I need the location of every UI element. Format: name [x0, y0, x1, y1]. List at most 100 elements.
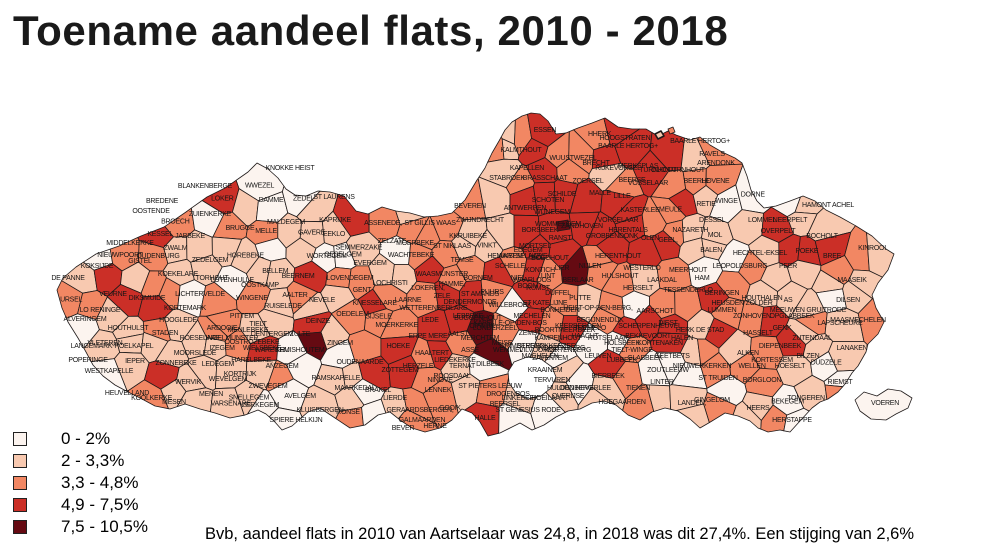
svg-text:ZOTTEGEM: ZOTTEGEM	[382, 367, 419, 374]
svg-text:LANDEN,: LANDEN,	[678, 400, 707, 407]
svg-text:BEERNEM: BEERNEM	[282, 273, 315, 280]
svg-text:ST PIETERS LEEUW: ST PIETERS LEEUW	[458, 383, 522, 390]
svg-text:LOVENDEGEM: LOVENDEGEM	[327, 275, 374, 282]
svg-text:ROOSDAAL: ROOSDAAL	[434, 373, 471, 380]
svg-text:VLETEREN: VLETEREN	[88, 340, 123, 347]
svg-text:KOKSIJDE: KOKSIJDE	[81, 263, 114, 270]
svg-text:KORTENBERG: KORTENBERG	[545, 347, 591, 354]
svg-text:TREMELO: TREMELO	[574, 325, 607, 332]
svg-text:BROECH: BROECH	[161, 219, 190, 226]
svg-text:MIDDELKERKE: MIDDELKERKE	[106, 240, 154, 247]
svg-text:NIJLEN: NIJLEN	[579, 263, 602, 270]
svg-text:PUTTE: PUTTE	[569, 295, 591, 302]
svg-text:ROTSELAAR: ROTSELAAR	[588, 335, 628, 342]
svg-text:KORTENBERG: KORTENBERG	[539, 345, 585, 352]
svg-text:GERAARDSBERGEN,: GERAARDSBERGEN,	[386, 407, 453, 414]
svg-text:LANAKEN: LANAKEN	[837, 345, 868, 352]
svg-text:BEGIJNENDIJK: BEGIJNENDIJK	[576, 317, 624, 324]
svg-text:HHERK: HHERK	[588, 131, 612, 138]
svg-text:MOERBEKE: MOERBEKE	[396, 240, 434, 247]
svg-text:TONGEREN: TONGEREN	[787, 395, 825, 402]
svg-text:MELLE: MELLE	[255, 228, 277, 235]
svg-text:ALKEN: ALKEN	[737, 350, 759, 357]
svg-text:ZAVENTEM: ZAVENTEM	[532, 355, 568, 362]
svg-text:BEKKEVOORT: BEKKEVOORT	[625, 333, 672, 340]
svg-text:VEURNE: VEURNE	[99, 291, 127, 298]
svg-text:LINTER: LINTER	[650, 379, 674, 386]
svg-text:HOEKE: HOEKE	[387, 343, 411, 350]
svg-text:ST LAURENS: ST LAURENS	[313, 194, 355, 201]
svg-text:PITTEM: PITTEM	[230, 313, 255, 320]
svg-text:BERLARE: BERLARE	[437, 305, 469, 312]
svg-text:IZEGEM: IZEGEM	[209, 345, 235, 352]
svg-text:PUURS: PUURS	[480, 289, 504, 296]
svg-text:BREDENE: BREDENE	[146, 198, 179, 205]
svg-text:ASSE: ASSE	[461, 347, 479, 354]
svg-text:OUDENAARDE: OUDENAARDE	[337, 359, 384, 366]
svg-text:IEPER: IEPER	[125, 358, 145, 365]
svg-text:TERVUREN: TERVUREN	[534, 377, 571, 384]
svg-text:HAMONT ACHEL: HAMONT ACHEL	[802, 202, 854, 209]
svg-text:SNELLEGEM: SNELLEGEM	[229, 394, 270, 401]
svg-text:HOUTHALEN: HOUTHALEN	[742, 295, 783, 302]
svg-text:MORTSEL: MORTSEL	[519, 243, 551, 250]
svg-text:TESSENDERLO: TESSENDERLO	[663, 287, 713, 294]
svg-text:TORHOUT: TORHOUT	[196, 275, 230, 282]
svg-text:LOKER: LOKER	[211, 196, 234, 203]
svg-text:RETIE: RETIE	[696, 201, 716, 208]
svg-text:BOECHOUT: BOECHOUT	[531, 255, 570, 262]
svg-text:BEERSEL: BEERSEL	[490, 401, 521, 408]
svg-text:WETTEREN: WETTEREN	[399, 305, 436, 312]
svg-text:POEKE: POEKE	[795, 248, 818, 255]
svg-text:WINGENE: WINGENE	[236, 295, 268, 302]
svg-text:LOKEREN,: LOKEREN,	[411, 285, 445, 292]
svg-text:RANST: RANST	[549, 235, 572, 242]
svg-text:LONDERZEEL: LONDERZEEL	[473, 325, 518, 332]
svg-text:DILBEEK: DILBEEK	[476, 361, 504, 368]
svg-text:LIEDEKERKE: LIEDEKERKE	[434, 357, 476, 364]
svg-text:GENK: GENK	[773, 325, 792, 332]
svg-text:OPGLABBEEK: OPGLABBEEK	[770, 313, 816, 320]
svg-text:WUUSTWEZEL: WUUSTWEZEL	[549, 155, 597, 162]
svg-text:BIERBEEK: BIERBEEK	[591, 373, 625, 380]
svg-text:BEERLE: BEERLE	[684, 178, 711, 185]
svg-text:DIEPENBEEK: DIEPENBEEK	[759, 343, 802, 350]
svg-text:WESTKAPELLE: WESTKAPELLE	[85, 368, 134, 375]
svg-text:LAPSCHEURE: LAPSCHEURE	[817, 320, 863, 327]
svg-text:INGELMUNSTER: INGELMUNSTER	[206, 335, 259, 342]
svg-text:MEEUWEN GRUITRODE: MEEUWEN GRUITRODE	[770, 307, 847, 314]
svg-text:KONTICH: KONTICH	[525, 267, 555, 274]
svg-text:NIEUWERKERKEN: NIEUWERKERKEN	[673, 363, 732, 370]
svg-text:HOVENE: HOVENE	[701, 178, 730, 185]
svg-text:ST GILLIS WAAS: ST GILLIS WAAS	[404, 220, 456, 227]
svg-text:LINKEBEEK: LINKEBEEK	[502, 395, 539, 402]
svg-text:HEUVELLAND: HEUVELLAND	[105, 390, 149, 397]
svg-text:HAALTERT: HAALTERT	[415, 350, 450, 357]
svg-text:LILLE: LILLE	[613, 193, 631, 200]
svg-text:TEMSE: TEMSE	[451, 257, 474, 264]
svg-text:SCHELLE: SCHELLE	[495, 263, 526, 270]
svg-text:WESTERLO: WESTERLO	[623, 265, 661, 272]
svg-text:MEULE: MEULE	[659, 207, 682, 214]
svg-text:BERLAAR: BERLAAR	[563, 277, 594, 284]
svg-text:HERK DE STAD: HERK DE STAD	[676, 327, 724, 334]
svg-text:BREE: BREE	[823, 253, 842, 260]
svg-text:LOMMEL: LOMMEL	[748, 217, 776, 224]
svg-text:ZOERSEL: ZOERSEL	[573, 178, 604, 185]
svg-text:SCHERPENHEUVEL: SCHERPENHEUVEL	[618, 323, 682, 330]
svg-text:WILLEBROEK: WILLEBROEK	[488, 302, 532, 309]
svg-text:ARDOOIE: ARDOOIE	[207, 325, 238, 332]
svg-text:OOSTROZEBEKE: OOSTROZEBEKE	[225, 339, 281, 346]
svg-text:HOLSBEEK: HOLSBEEK	[604, 340, 640, 347]
svg-text:WOMMELGEM: WOMMELGEM	[535, 221, 581, 228]
svg-text:DUFFEL: DUFFEL	[545, 290, 571, 297]
svg-text:ST TRUIDEN: ST TRUIDEN	[698, 375, 737, 382]
svg-text:DE PANNE: DE PANNE	[51, 275, 85, 282]
svg-text:WAREGEM: WAREGEM	[255, 347, 290, 354]
svg-text:DUDZELE: DUDZELE	[811, 359, 843, 366]
svg-text:PEER: PEER	[779, 263, 797, 270]
svg-text:LOCHRISTI: LOCHRISTI	[372, 280, 407, 287]
svg-text:HULSHOUT: HULSHOUT	[602, 273, 639, 280]
svg-text:DIEST: DIEST	[658, 320, 678, 327]
svg-text:BAARLE HERTOG+: BAARLE HERTOG+	[670, 138, 730, 145]
